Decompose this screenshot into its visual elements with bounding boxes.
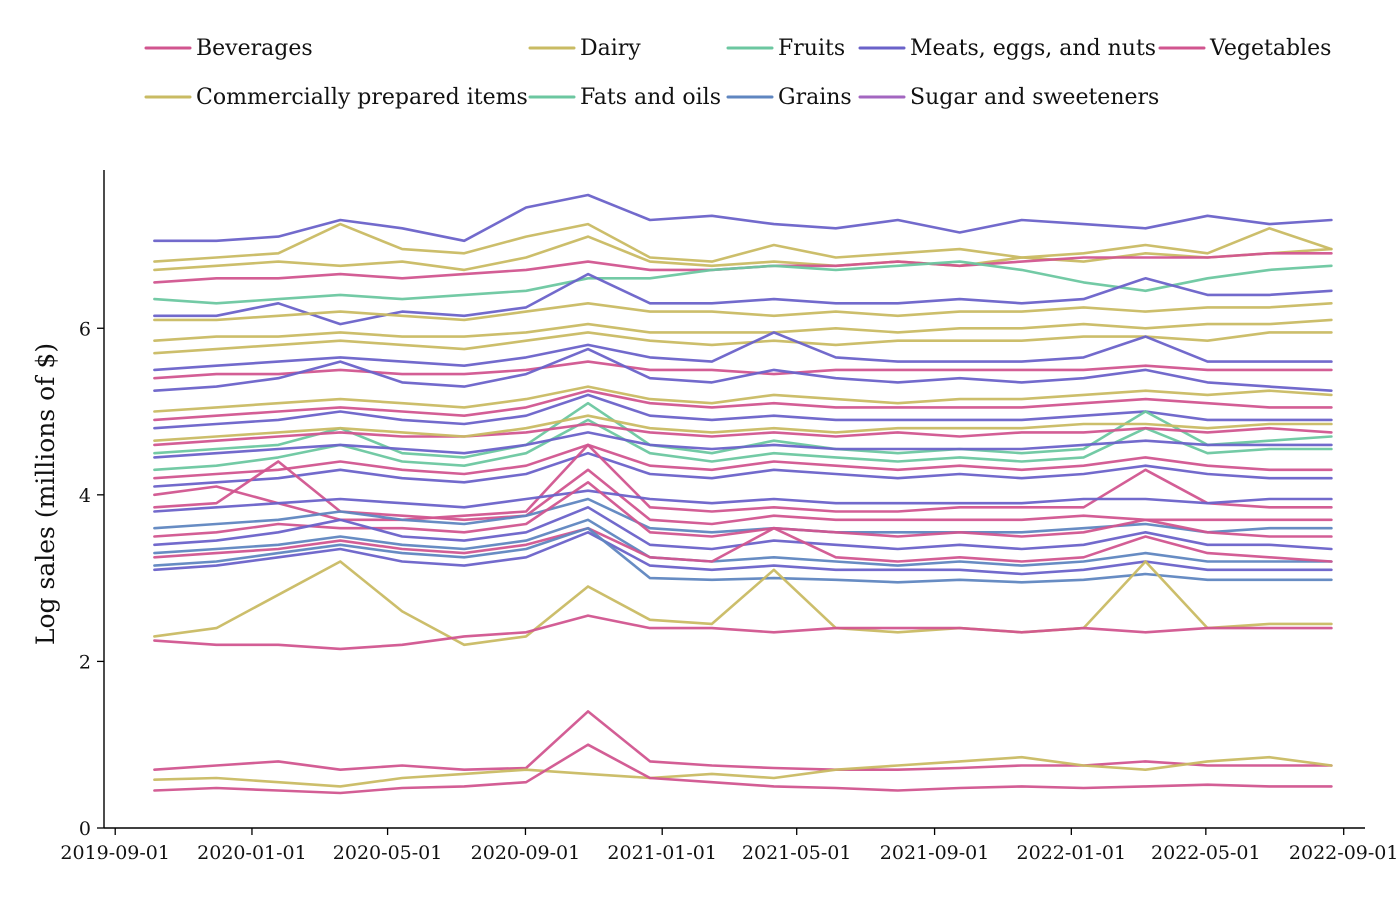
series-line-28	[153, 518, 1333, 567]
series-line-29	[153, 526, 1333, 563]
series-line-32	[153, 560, 1333, 647]
x-tick-label: 2022-05-01	[1151, 842, 1261, 864]
x-tick-label: 2020-05-01	[333, 842, 443, 864]
x-tick-label: 2021-05-01	[742, 842, 852, 864]
series-line-22	[153, 443, 1333, 522]
legend: Beverages Dairy Fruits Meats, eggs, and nut…	[144, 36, 1331, 110]
series-layer	[153, 193, 1333, 795]
series-line-9	[153, 331, 1333, 372]
series-line-2	[153, 235, 1333, 272]
series-line-7	[153, 318, 1333, 343]
legend-item: Sugar and sweeteners	[858, 85, 1159, 110]
series-line-19	[153, 431, 1333, 459]
legend-label: Vegetables	[1209, 36, 1331, 61]
series-line-1	[153, 222, 1333, 263]
axes: 2019-09-01 2020-01-01 2020-05-01 2020-09-01…	[31, 170, 1398, 864]
legend-label: Grains	[778, 85, 852, 110]
legend-item: Fats and oils	[528, 85, 721, 110]
x-tick-label: 2022-09-01	[1289, 842, 1399, 864]
legend-item: Dairy	[528, 36, 641, 61]
legend-label: Beverages	[196, 36, 313, 61]
series-line-17	[153, 422, 1333, 447]
legend-item: Grains	[726, 85, 852, 110]
legend-label: Meats, eggs, and nuts	[910, 36, 1156, 61]
legend-item: Fruits	[726, 36, 845, 61]
series-line-16	[153, 418, 1333, 472]
series-line-10	[153, 360, 1333, 380]
series-line-31	[153, 526, 1333, 584]
series-line-30	[153, 530, 1333, 576]
series-line-36	[153, 743, 1333, 795]
legend-item: Beverages	[144, 36, 313, 61]
legend-label: Fruits	[778, 36, 845, 61]
series-line-20	[153, 443, 1333, 480]
series-line-6	[153, 301, 1333, 322]
y-ticks: 0 2 4 6	[79, 318, 104, 840]
series-line-21	[153, 451, 1333, 488]
y-tick-label: 6	[79, 318, 91, 340]
series-line-26	[153, 480, 1333, 538]
x-tick-label: 2021-09-01	[880, 842, 990, 864]
x-tick-label: 2019-09-01	[60, 842, 170, 864]
series-line-5	[153, 272, 1333, 326]
series-line-12	[153, 385, 1333, 413]
series-line-8	[153, 331, 1333, 355]
series-line-13	[153, 389, 1333, 422]
legend-item: Meats, eggs, and nuts	[858, 36, 1156, 61]
x-ticks: 2019-09-01 2020-01-01 2020-05-01 2020-09-01…	[60, 828, 1398, 864]
legend-item: Commercially prepared items	[144, 85, 528, 110]
series-line-0	[153, 193, 1333, 243]
legend-label: Dairy	[580, 36, 641, 61]
series-line-34	[153, 710, 1333, 772]
series-line-18	[153, 414, 1333, 443]
y-tick-label: 0	[79, 818, 91, 840]
series-line-33	[153, 614, 1333, 651]
legend-label: Sugar and sweeteners	[910, 85, 1159, 110]
legend-label: Fats and oils	[580, 85, 721, 110]
x-tick-label: 2020-01-01	[197, 842, 307, 864]
series-line-14	[153, 393, 1333, 430]
series-line-24	[153, 489, 1333, 513]
legend-label: Commercially prepared items	[196, 85, 528, 110]
series-line-11	[153, 347, 1333, 393]
series-line-35	[153, 755, 1333, 788]
legend-item: Vegetables	[1158, 36, 1331, 61]
x-tick-label: 2022-01-01	[1017, 842, 1127, 864]
series-line-4	[153, 260, 1333, 305]
y-tick-label: 2	[79, 651, 91, 673]
series-line-25	[153, 497, 1333, 534]
x-tick-label: 2021-01-01	[607, 842, 717, 864]
x-tick-label: 2020-09-01	[471, 842, 581, 864]
y-tick-label: 4	[79, 485, 91, 507]
y-axis-title: Log sales (millions of $)	[31, 343, 60, 645]
